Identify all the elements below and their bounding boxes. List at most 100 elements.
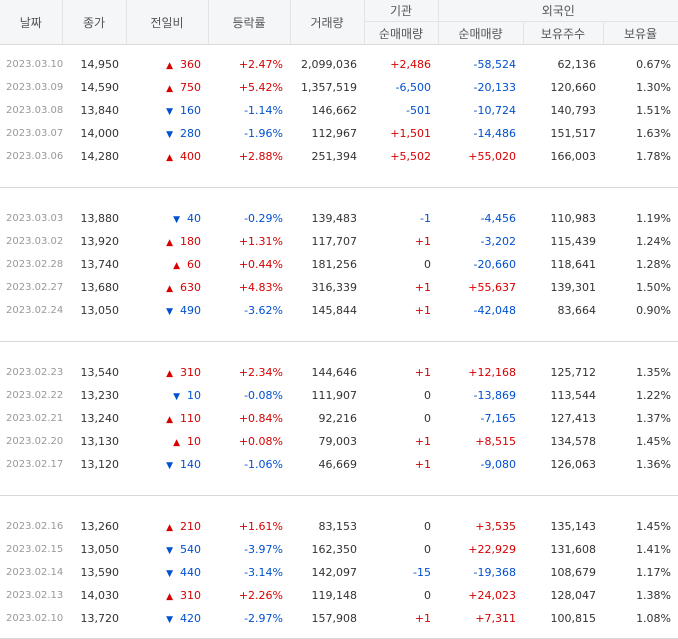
cell-close: 13,540	[80, 366, 120, 379]
change-value: 750	[180, 81, 201, 94]
arrow-down-icon: ▼	[166, 307, 173, 317]
cell-foreign-holdings: 118,641	[550, 258, 597, 271]
cell-rate: -1.96%	[244, 127, 283, 140]
cell-foreign-holdings: 127,413	[550, 412, 597, 425]
arrow-up-icon: ▲	[166, 84, 173, 94]
cell-foreign-net: +3,535	[475, 520, 516, 533]
arrow-down-icon: ▼	[173, 215, 180, 225]
cell-rate: +0.44%	[238, 258, 283, 271]
spacer-cell	[0, 495, 678, 515]
cell-inst-net: +1	[414, 281, 431, 294]
cell-foreign-net: -9,080	[480, 458, 516, 471]
cell-foreign-holdings: 126,063	[550, 458, 597, 471]
change-value: 110	[180, 412, 201, 425]
cell-rate: -0.29%	[244, 212, 283, 225]
cell-date: 2023.03.09	[6, 82, 64, 93]
cell-inst-net: 0	[424, 258, 431, 271]
arrow-up-icon: ▲	[166, 238, 173, 248]
arrow-up-icon: ▲	[173, 438, 180, 448]
change-value: 160	[180, 104, 201, 117]
change-value: 630	[180, 281, 201, 294]
cell-foreign-net: -42,048	[473, 304, 516, 317]
cell-change: ▲ 10	[126, 430, 208, 453]
cell-foreign-ratio: 1.50%	[636, 281, 672, 294]
cell-change: ▼ 280	[126, 122, 208, 145]
cell-foreign-net: +55,020	[468, 150, 516, 163]
header-foreign: 외국인	[438, 0, 678, 22]
table-row: 2023.02.21 13,240 ▲ 110 +0.84% 92,216 0 -7,165 1…	[0, 407, 678, 430]
cell-foreign-net: +8,515	[475, 435, 516, 448]
cell-rate: +2.88%	[238, 150, 283, 163]
cell-foreign-net: +24,023	[468, 589, 516, 602]
cell-close: 14,950	[80, 58, 120, 71]
cell-date: 2023.03.02	[6, 236, 64, 247]
cell-volume: 162,350	[311, 543, 358, 556]
cell-change: ▲ 180	[126, 230, 208, 253]
cell-date: 2023.02.16	[6, 521, 64, 532]
header-close: 종가	[62, 0, 127, 45]
cell-inst-net: 0	[424, 543, 431, 556]
cell-foreign-ratio: 1.30%	[636, 81, 672, 94]
table-body: 2023.03.10 14,950 ▲ 360 +2.47% 2,099,036 +2,48…	[0, 45, 678, 639]
group-spacer	[0, 341, 678, 361]
cell-change: ▲ 310	[126, 361, 208, 384]
cell-foreign-net: -13,869	[473, 389, 516, 402]
cell-date: 2023.02.28	[6, 259, 64, 270]
table-row: 2023.02.16 13,260 ▲ 210 +1.61% 83,153 0 +3,535 1…	[0, 515, 678, 538]
cell-foreign-net: +22,929	[468, 543, 516, 556]
cell-foreign-holdings: 120,660	[550, 81, 597, 94]
spacer-cell	[0, 187, 678, 207]
cell-change: ▼ 10	[126, 384, 208, 407]
cell-rate: -1.06%	[244, 458, 283, 471]
change-value: 180	[180, 235, 201, 248]
cell-volume: 2,099,036	[301, 58, 357, 71]
cell-close: 13,230	[80, 389, 120, 402]
cell-inst-net: +1	[414, 612, 431, 625]
cell-date: 2023.02.15	[6, 544, 64, 555]
arrow-down-icon: ▼	[166, 615, 173, 625]
cell-date: 2023.03.08	[6, 105, 64, 116]
cell-foreign-holdings: 128,047	[550, 589, 597, 602]
arrow-down-icon: ▼	[166, 107, 173, 117]
arrow-down-icon: ▼	[166, 130, 173, 140]
cell-volume: 181,256	[311, 258, 358, 271]
cell-inst-net: -15	[413, 566, 431, 579]
cell-volume: 146,662	[311, 104, 358, 117]
header-change: 전일비	[126, 0, 209, 45]
cell-volume: 79,003	[318, 435, 358, 448]
arrow-up-icon: ▲	[166, 153, 173, 163]
cell-close: 14,000	[80, 127, 120, 140]
change-value: 60	[187, 258, 201, 271]
cell-foreign-ratio: 1.17%	[636, 566, 672, 579]
header-volume: 거래량	[290, 0, 365, 45]
change-value: 10	[187, 435, 201, 448]
cell-foreign-ratio: 1.28%	[636, 258, 672, 271]
cell-rate: -1.14%	[244, 104, 283, 117]
cell-close: 13,130	[80, 435, 120, 448]
cell-date: 2023.03.06	[6, 151, 64, 162]
cell-date: 2023.02.10	[6, 613, 64, 624]
cell-date: 2023.02.13	[6, 590, 64, 601]
cell-foreign-net: -20,133	[473, 81, 516, 94]
cell-foreign-holdings: 139,301	[550, 281, 597, 294]
cell-volume: 142,097	[311, 566, 358, 579]
arrow-down-icon: ▼	[173, 392, 180, 402]
cell-inst-net: +5,502	[390, 150, 431, 163]
cell-date: 2023.02.23	[6, 367, 64, 378]
cell-foreign-holdings: 62,136	[557, 58, 597, 71]
cell-foreign-ratio: 1.45%	[636, 435, 672, 448]
cell-date: 2023.02.17	[6, 459, 64, 470]
cell-inst-net: 0	[424, 589, 431, 602]
table-row: 2023.02.14 13,590 ▼ 440 -3.14% 142,097 -15 -19,…	[0, 561, 678, 584]
change-value: 490	[180, 304, 201, 317]
cell-foreign-net: -20,660	[473, 258, 516, 271]
arrow-up-icon: ▲	[166, 61, 173, 71]
spacer-cell	[0, 45, 678, 54]
cell-volume: 145,844	[311, 304, 358, 317]
table-row: 2023.02.15 13,050 ▼ 540 -3.97% 162,350 0 +22,92…	[0, 538, 678, 561]
group-spacer	[0, 45, 678, 54]
cell-close: 13,720	[80, 612, 120, 625]
cell-inst-net: -501	[406, 104, 431, 117]
cell-inst-net: 0	[424, 520, 431, 533]
cell-rate: -3.97%	[244, 543, 283, 556]
